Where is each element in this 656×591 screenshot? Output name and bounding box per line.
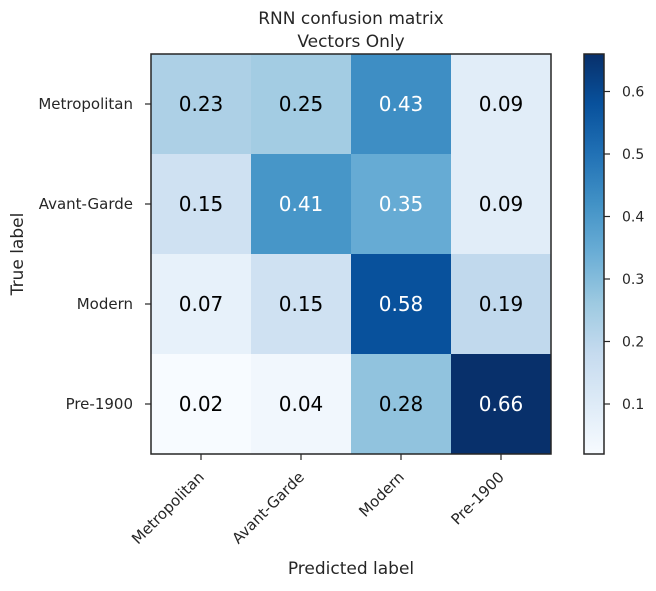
cell-value-label: 0.15: [279, 292, 324, 316]
x-axis-label: Predicted label: [288, 559, 414, 579]
heatmap-cell: [351, 354, 451, 454]
cell-value-label: 0.15: [179, 192, 224, 216]
x-tick-label: Metropolitan: [128, 468, 208, 548]
heatmap-cell: [151, 154, 251, 254]
colorbar-tick-label: 0.5: [622, 147, 644, 163]
cell-value-label: 0.25: [279, 92, 324, 116]
cell-value-label: 0.04: [279, 392, 324, 416]
x-axis-ticks: Metropolitan Avant-Garde Modern Pre-1900: [128, 454, 508, 548]
heatmap-cell: [251, 54, 351, 154]
cell-value-label: 0.23: [179, 92, 224, 116]
cell-value-label: 0.19: [479, 292, 524, 316]
y-tick-label: Avant-Garde: [39, 195, 133, 213]
chart-title: RNN confusion matrix: [258, 9, 444, 29]
chart-subtitle: Vectors Only: [297, 32, 404, 52]
heatmap-cell: [251, 154, 351, 254]
plot-frame: [150, 53, 552, 455]
heatmap-cell: [351, 154, 451, 254]
heatmap-cell: [451, 354, 551, 454]
colorbar-ticks: 0.1 0.2 0.3 0.4 0.5 0.6: [604, 85, 644, 413]
colorbar-tick-label: 0.2: [622, 335, 644, 351]
cell-value-label: 0.09: [479, 92, 524, 116]
heatmap-cell: [251, 354, 351, 454]
heatmap-cell: [151, 354, 251, 454]
cell-value-label: 0.28: [379, 392, 424, 416]
colorbar-tick-label: 0.6: [622, 85, 644, 101]
y-tick-label: Pre-1900: [66, 395, 133, 413]
cell-value-label: 0.35: [379, 192, 424, 216]
heatmap-cell: [151, 54, 251, 154]
cell-value-label: 0.43: [379, 92, 424, 116]
heatmap-cell: [251, 254, 351, 354]
colorbar-tick-label: 0.1: [622, 397, 644, 413]
colorbar-tick-label: 0.4: [622, 210, 644, 226]
cell-value-label: 0.41: [279, 192, 324, 216]
cell-value-label: 0.66: [479, 392, 524, 416]
colorbar-tick-label: 0.3: [622, 272, 644, 288]
heatmap-cell: [351, 254, 451, 354]
x-tick-label: Avant-Garde: [228, 468, 307, 547]
cell-value-label: 0.07: [179, 292, 224, 316]
heatmap-cell: [451, 254, 551, 354]
heatmap-cell-labels: 0.23 0.25 0.43 0.09 0.15 0.41 0.35 0.09 0.07 0.15…: [179, 92, 524, 416]
y-tick-label: Metropolitan: [38, 95, 133, 113]
heatmap-cell: [351, 54, 451, 154]
y-axis-ticks: Metropolitan Avant-Garde Modern Pre-1900: [38, 95, 151, 413]
x-tick-label: Pre-1900: [447, 468, 507, 528]
colorbar: [583, 53, 605, 455]
heatmap-cell: [451, 54, 551, 154]
y-axis-label: True label: [8, 213, 28, 297]
cell-value-label: 0.58: [379, 292, 424, 316]
y-tick-label: Modern: [77, 295, 133, 313]
heatmap-cell: [151, 254, 251, 354]
heatmap-cell: [451, 154, 551, 254]
heatmap-cells: [151, 54, 551, 454]
cell-value-label: 0.09: [479, 192, 524, 216]
cell-value-label: 0.02: [179, 392, 224, 416]
x-tick-label: Modern: [355, 468, 408, 521]
